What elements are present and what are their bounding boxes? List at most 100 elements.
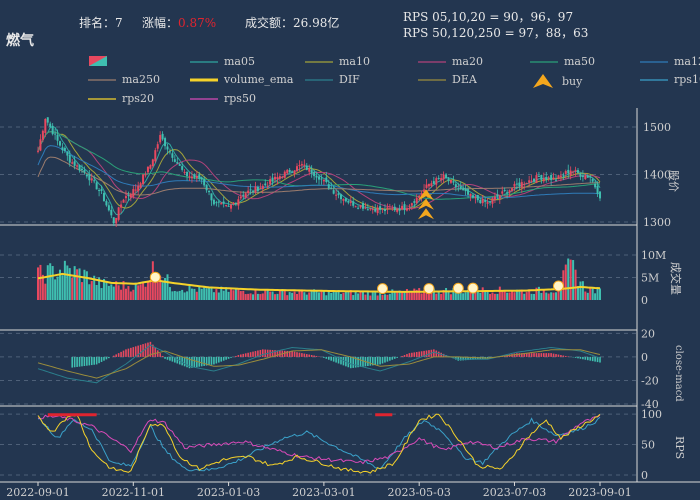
macd-bar (543, 353, 545, 357)
volume-bar (503, 291, 506, 300)
candle-body (249, 189, 252, 191)
volume-bar (110, 284, 113, 300)
change-value: 0.87% (178, 16, 217, 30)
volume-bar (98, 277, 101, 300)
macd-bar (247, 352, 249, 357)
candle-body (239, 196, 242, 199)
candle-body (535, 175, 538, 184)
volume-bar (305, 294, 308, 300)
macd-bar (371, 356, 374, 366)
candle-body (525, 183, 528, 185)
volume-bar (76, 269, 79, 300)
candle-body (100, 189, 103, 191)
candle-body (533, 178, 536, 182)
macd-bar (144, 343, 147, 357)
candle-body (469, 193, 472, 197)
macd-bar (555, 354, 557, 357)
volume-bar (49, 263, 52, 300)
volume-bar (178, 290, 181, 300)
macd-bar (293, 351, 296, 357)
candle-body (168, 151, 171, 153)
volume-bar (227, 291, 230, 300)
volume-bar (144, 286, 147, 300)
macd-bar (193, 356, 196, 368)
candle-body (584, 175, 587, 180)
volume-bar (266, 290, 269, 300)
candle-body (44, 118, 47, 133)
macd-bar (437, 351, 440, 357)
macd-bar (396, 356, 398, 358)
candle-body (371, 208, 374, 211)
volume-bar (550, 292, 553, 300)
turnover-group: 成交额：26.98亿 (245, 14, 339, 31)
macd-bar (188, 356, 191, 369)
candle-body (442, 174, 445, 180)
price-axis-label: 股价 (667, 170, 680, 192)
volume-bar (183, 292, 186, 300)
volume-bar (599, 288, 601, 300)
x-tick-label: 2022-09-01 (6, 486, 69, 499)
volume-bar (518, 290, 521, 300)
macd-bar (342, 356, 345, 366)
candle-body (215, 202, 218, 204)
rps-line (37, 414, 601, 465)
macd-bar (323, 356, 325, 358)
macd-bar (406, 354, 408, 357)
candle-body (315, 175, 318, 178)
volume-bar (432, 288, 435, 300)
volume-bar (134, 282, 137, 300)
volume-bar (423, 290, 426, 300)
volume-bar (579, 281, 582, 300)
volume-bar (142, 281, 145, 300)
volume-bar (393, 291, 396, 300)
macd-bar (235, 355, 237, 357)
volume-bar (190, 288, 193, 300)
candle-body (376, 207, 379, 214)
macd-bar (286, 350, 289, 357)
macd-bar (105, 356, 108, 360)
macd-bar (196, 356, 198, 368)
volume-bar (489, 294, 492, 300)
volume-bar (391, 289, 394, 300)
volume-bar (37, 267, 39, 300)
volume-bar (567, 258, 570, 300)
macd-bar (535, 353, 538, 357)
candle-body (322, 179, 325, 182)
macd-bar (574, 356, 577, 358)
volume-bar (154, 272, 157, 300)
volume-bar (577, 286, 580, 300)
candle-body (205, 184, 208, 191)
volume-bar (58, 269, 61, 300)
volume-bar (146, 280, 149, 300)
candle-body (342, 199, 345, 201)
volume-bar (239, 291, 242, 300)
volume-bar (230, 289, 233, 300)
volume-bar (572, 260, 575, 300)
macd-bar (389, 356, 391, 361)
macd-bar (218, 356, 220, 363)
candle-body (479, 199, 482, 204)
macd-bar (288, 351, 291, 357)
candle-body (596, 185, 599, 194)
macd-bar (582, 356, 584, 360)
macd-bar (428, 350, 430, 357)
candle-body (501, 191, 504, 194)
candle-body (594, 183, 597, 188)
macd-tick-label: 20 (641, 327, 655, 340)
candle-body (139, 183, 142, 188)
volume-bar (254, 288, 257, 300)
candle-body (462, 188, 465, 191)
macd-bar (354, 356, 357, 368)
volume-bar (232, 290, 235, 300)
volume-bar (545, 292, 548, 300)
volume-bar (352, 295, 355, 300)
volume-bar (564, 264, 567, 300)
candle-body (93, 180, 96, 182)
volume-bar (427, 293, 430, 300)
volume-bar (371, 291, 374, 300)
candle-body (61, 147, 64, 151)
candle-body (403, 204, 406, 211)
candle-body (124, 196, 127, 199)
candle-body (122, 199, 125, 203)
volume-bar (124, 288, 127, 300)
